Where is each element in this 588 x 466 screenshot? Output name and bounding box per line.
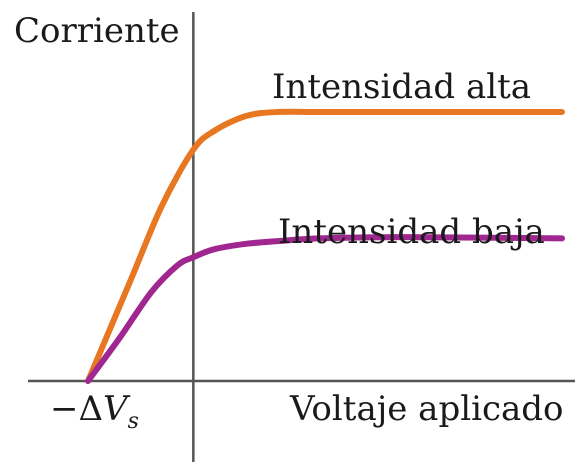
x-tick-subscript: s: [128, 409, 139, 434]
y-axis-label: Corriente: [14, 11, 180, 51]
axes: [28, 12, 575, 462]
series-line-intensidad-baja: [85, 234, 565, 384]
x-axis-label: Voltaje aplicado: [289, 389, 564, 429]
series-label-intensidad-alta: Intensidad alta: [272, 67, 531, 107]
x-tick-prefix: −Δ: [50, 389, 103, 429]
x-tick-stopping-voltage: −ΔVs: [50, 389, 139, 434]
x-tick-symbol: V: [103, 389, 131, 429]
series-layer: [85, 108, 565, 384]
series-label-intensidad-baja: Intensidad baja: [278, 212, 545, 252]
series-line-intensidad-alta: [85, 108, 565, 384]
